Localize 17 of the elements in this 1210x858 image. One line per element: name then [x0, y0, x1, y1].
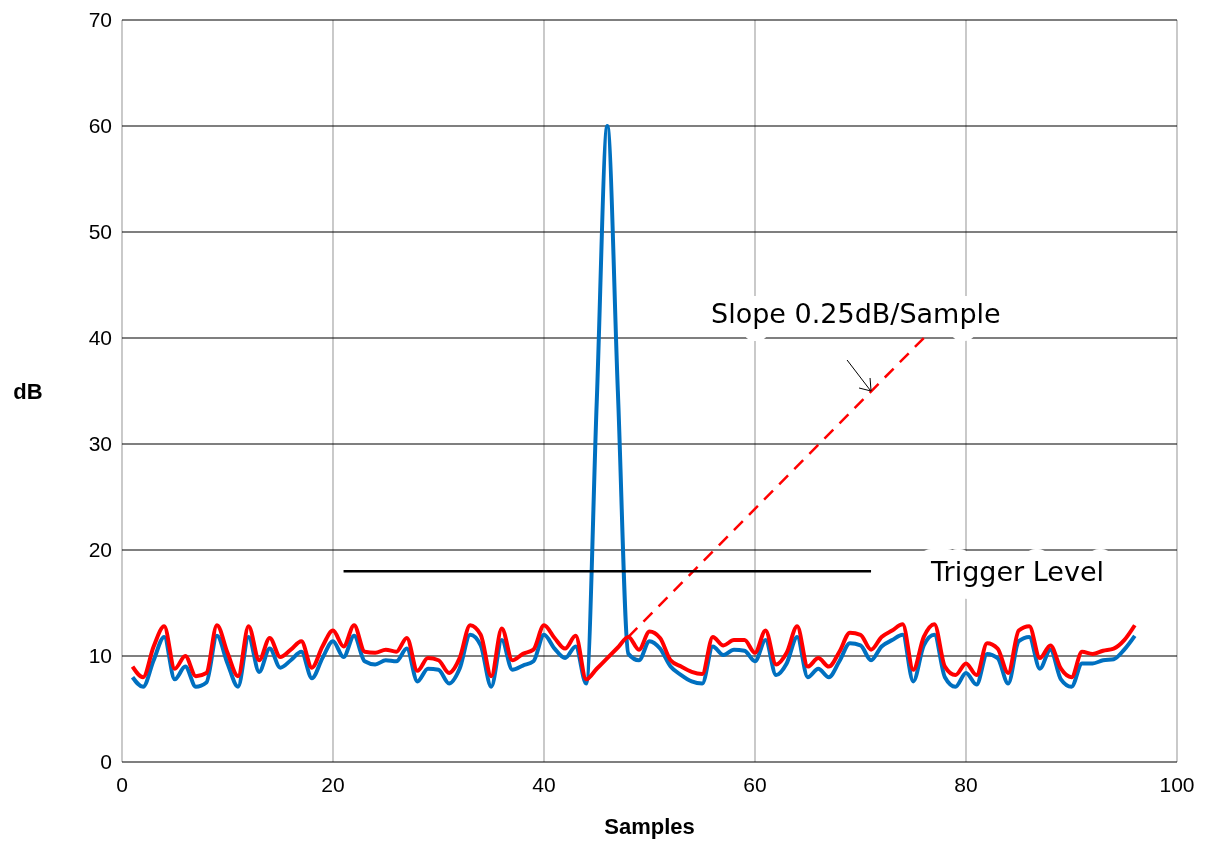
x-tick-label: 20 [321, 773, 345, 796]
x-tick-label: 100 [1159, 773, 1195, 796]
line-series [130, 124, 1137, 689]
y-tick-label: 30 [88, 432, 112, 456]
y-tick-label: 40 [88, 326, 112, 350]
y-tick-label: 60 [88, 114, 112, 138]
y-tick-label: 70 [88, 8, 112, 32]
x-tick-label: 40 [532, 773, 556, 796]
y-tick-label: 50 [88, 220, 112, 244]
x-tick-label: 0 [116, 773, 128, 796]
y-axis-title: dB [13, 378, 43, 404]
x-tick-label: 80 [954, 773, 978, 796]
y-tick-label: 20 [88, 538, 112, 562]
y-tick-label: 10 [88, 644, 112, 668]
x-tick-label: 60 [743, 773, 767, 796]
y-tick-label: 0 [100, 750, 112, 774]
x-axis-title: Samples [604, 814, 695, 839]
